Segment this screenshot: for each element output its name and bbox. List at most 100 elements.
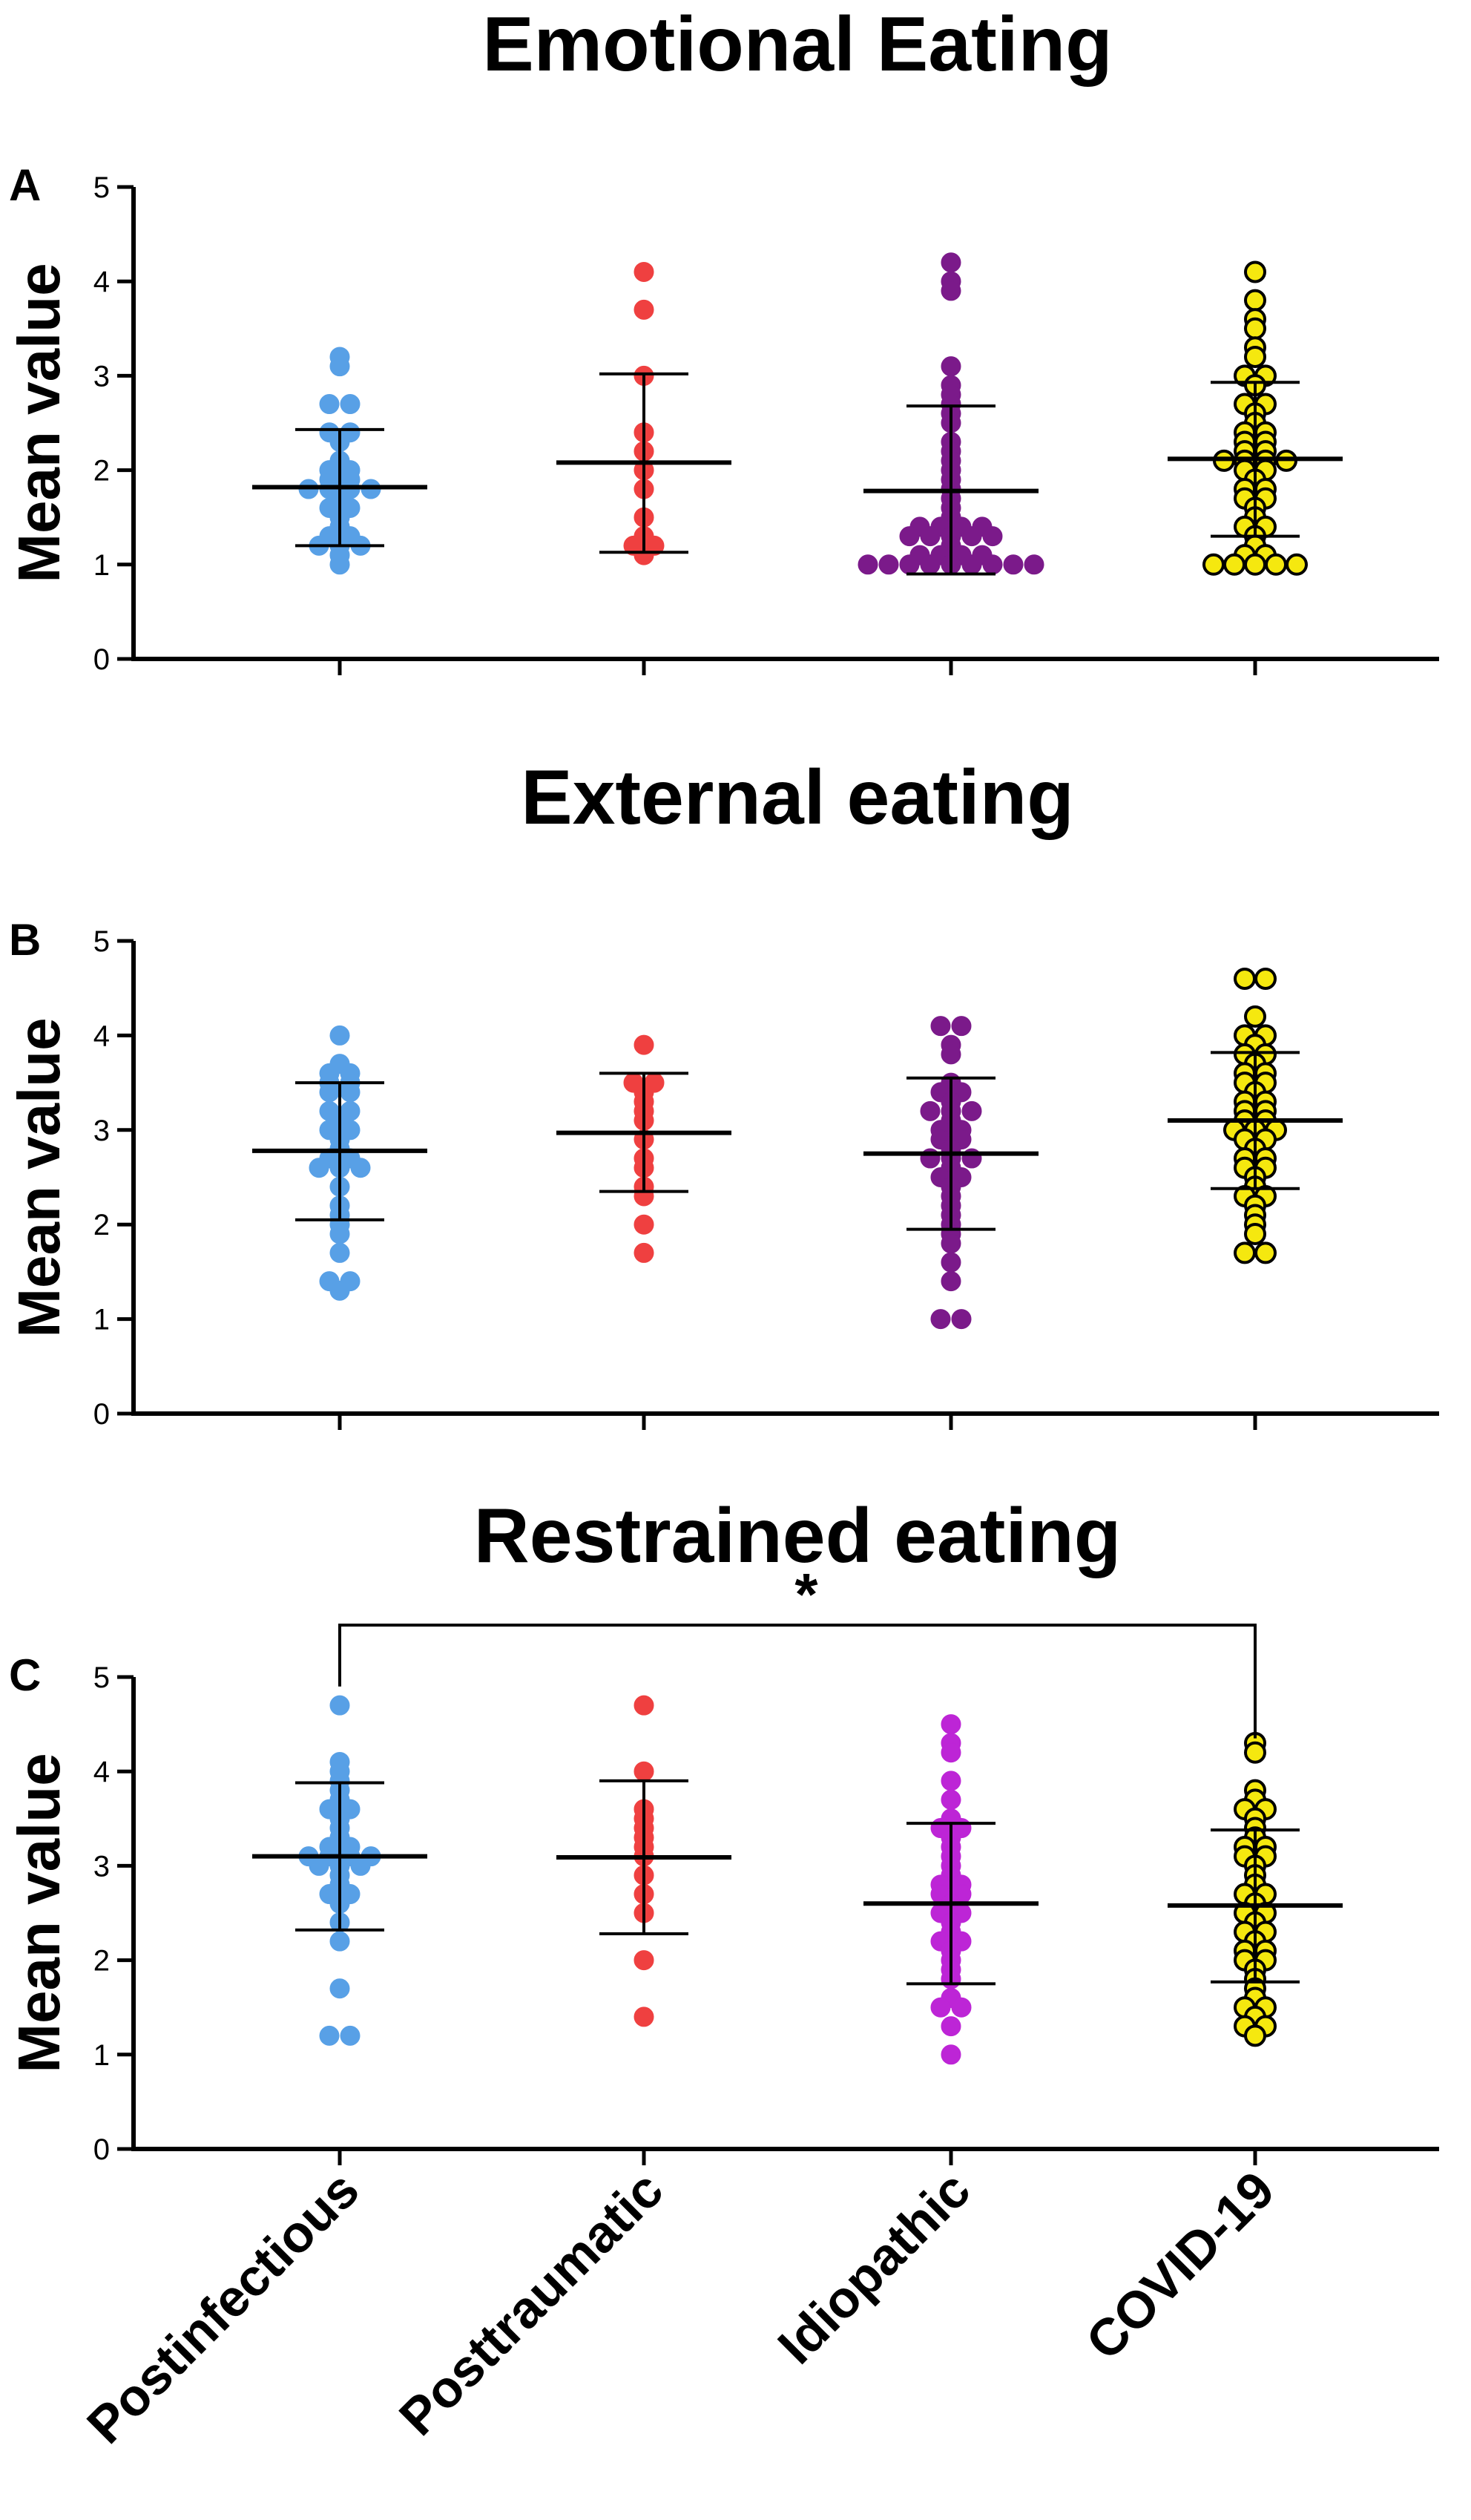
data-point bbox=[309, 1855, 329, 1876]
y-tick-label: 1 bbox=[93, 2039, 110, 2072]
x-category-label: Idiopathic bbox=[767, 2160, 981, 2375]
group-postinfectious bbox=[252, 1025, 427, 1301]
panel-b-y-axis-label: Mean value bbox=[6, 1017, 72, 1337]
data-point bbox=[319, 1082, 340, 1103]
data-point bbox=[329, 1695, 350, 1716]
data-point bbox=[340, 394, 361, 415]
data-point bbox=[941, 1789, 961, 1810]
significance-bracket bbox=[338, 1624, 1257, 1739]
group-covid-19 bbox=[1168, 1732, 1343, 2047]
data-point bbox=[1265, 553, 1287, 576]
data-point bbox=[350, 1158, 371, 1178]
panel-a: Emotional Eating A Mean value 0 1 2 3 4 5 bbox=[6, 1, 1439, 676]
data-point bbox=[1234, 967, 1256, 990]
data-point bbox=[329, 1224, 350, 1244]
panel-b: External eating B Mean value 0 1 2 3 4 5 bbox=[6, 755, 1439, 1431]
y-tick-label: 5 bbox=[93, 171, 110, 204]
data-point bbox=[1234, 1241, 1256, 1264]
data-point bbox=[920, 1100, 941, 1121]
panel-b-title: External eating bbox=[521, 755, 1074, 841]
data-point bbox=[930, 1016, 951, 1037]
data-point bbox=[1244, 260, 1266, 283]
data-point bbox=[941, 252, 961, 273]
data-point bbox=[878, 554, 899, 575]
group-idiopathic bbox=[863, 1016, 1039, 1330]
data-point bbox=[1286, 553, 1308, 576]
group-covid-19 bbox=[1168, 260, 1343, 576]
data-point bbox=[634, 2007, 654, 2027]
panel-a-y-axis-label: Mean value bbox=[6, 263, 72, 583]
data-point bbox=[1244, 1005, 1266, 1028]
data-point bbox=[350, 1855, 371, 1876]
data-point bbox=[941, 280, 961, 301]
data-point bbox=[634, 299, 654, 320]
data-point bbox=[1223, 553, 1245, 576]
group-posttraumatic bbox=[556, 261, 731, 565]
data-point bbox=[340, 1082, 361, 1103]
y-tick-label: 3 bbox=[93, 360, 110, 393]
data-point bbox=[1003, 554, 1024, 575]
data-point bbox=[634, 1950, 654, 1971]
y-tick-label: 4 bbox=[93, 266, 110, 298]
panel-c-title: Restrained eating bbox=[474, 1493, 1122, 1579]
group-postinfectious bbox=[252, 1695, 427, 2046]
data-point bbox=[982, 554, 1003, 575]
y-tick-label: 4 bbox=[93, 1756, 110, 1788]
data-point bbox=[899, 554, 920, 575]
data-point bbox=[899, 526, 920, 547]
data-point bbox=[319, 2025, 340, 2046]
data-point bbox=[1244, 1741, 1266, 1764]
y-tick-label: 0 bbox=[93, 1398, 110, 1431]
data-point bbox=[941, 1714, 961, 1735]
data-point bbox=[1244, 2024, 1266, 2047]
data-point bbox=[1254, 967, 1277, 990]
y-tick-label: 2 bbox=[93, 1945, 110, 1978]
data-point bbox=[941, 1252, 961, 1273]
data-point bbox=[1024, 554, 1044, 575]
data-point bbox=[961, 526, 982, 547]
data-point bbox=[941, 1271, 961, 1292]
data-point bbox=[961, 1100, 982, 1121]
data-point bbox=[941, 1742, 961, 1763]
panel-c-y-axis-label: Mean value bbox=[6, 1753, 72, 2073]
panel-c-label: C bbox=[9, 1650, 41, 1700]
x-category-label: Posttraumatic bbox=[388, 2160, 674, 2446]
data-point bbox=[634, 1214, 654, 1235]
data-point bbox=[930, 1309, 951, 1330]
data-point bbox=[1202, 553, 1225, 576]
data-point bbox=[329, 356, 350, 377]
group-idiopathic bbox=[863, 1714, 1039, 2065]
significance-marker: * bbox=[794, 1561, 818, 1627]
data-point bbox=[941, 2044, 961, 2065]
y-tick-label: 3 bbox=[93, 1850, 110, 1883]
data-point bbox=[951, 1016, 972, 1037]
y-tick-label: 1 bbox=[93, 1304, 110, 1336]
data-point bbox=[920, 554, 941, 575]
data-point bbox=[941, 356, 961, 377]
data-point bbox=[329, 1931, 350, 1952]
data-point bbox=[941, 1233, 961, 1254]
y-tick-label: 2 bbox=[93, 455, 110, 488]
x-category-label: Postinfectious bbox=[76, 2160, 369, 2454]
data-point bbox=[634, 1242, 654, 1263]
data-point bbox=[1244, 1222, 1266, 1245]
data-point bbox=[319, 394, 340, 415]
y-tick-label: 2 bbox=[93, 1209, 110, 1241]
y-tick-label: 5 bbox=[93, 925, 110, 958]
y-tick-label: 4 bbox=[93, 1020, 110, 1052]
data-point bbox=[1244, 317, 1266, 340]
data-point bbox=[329, 554, 350, 575]
data-point bbox=[340, 2025, 361, 2046]
y-tick-label: 5 bbox=[93, 1661, 110, 1694]
y-tick-label: 1 bbox=[93, 549, 110, 582]
panel-c: Restrained eating C Mean value 0 1 2 3 4 5 * bbox=[6, 1493, 1439, 2166]
panel-b-label: B bbox=[9, 915, 41, 965]
x-category-label: COVID-19 bbox=[1075, 2160, 1285, 2370]
data-point bbox=[309, 1158, 329, 1178]
data-point bbox=[634, 1695, 654, 1716]
data-point bbox=[858, 554, 878, 575]
group-posttraumatic bbox=[556, 1695, 731, 2027]
data-point bbox=[1244, 553, 1266, 576]
data-point bbox=[634, 261, 654, 282]
